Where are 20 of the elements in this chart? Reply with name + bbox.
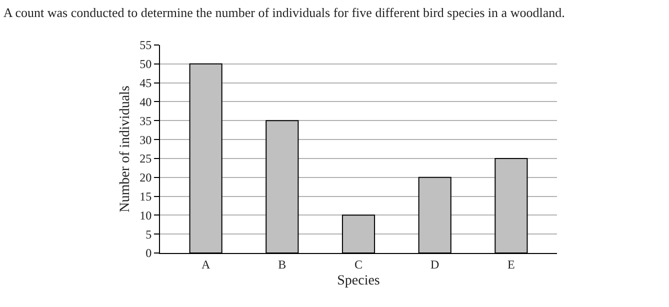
y-tick-label: 25 (140, 152, 152, 166)
x-tick-label: B (278, 257, 286, 272)
y-tick-label: 30 (140, 132, 152, 147)
x-tick-label: D (430, 257, 440, 272)
x-tick-label: A (201, 257, 210, 272)
y-tick-label: 50 (140, 57, 152, 72)
y-tick-label: 10 (140, 208, 152, 222)
y-tick-label: 35 (140, 114, 152, 128)
y-tick-label: 40 (140, 94, 152, 109)
y-axis-title: Number of individuals (118, 86, 134, 212)
y-tick-label: 0 (146, 246, 152, 260)
y-tick-label: 15 (140, 189, 152, 204)
chart-title: A count was conducted to determine the number of individuals for five different bird species in a woodland. (3, 4, 565, 20)
x-axis-title: Species (337, 274, 380, 289)
x-tick-label: E (508, 257, 515, 272)
x-tick-label: C (354, 257, 363, 272)
y-tick-label: 55 (140, 38, 152, 52)
y-tick-label: 20 (140, 170, 152, 185)
y-tick-label: 45 (140, 76, 152, 90)
y-tick-label: 5 (146, 227, 152, 242)
